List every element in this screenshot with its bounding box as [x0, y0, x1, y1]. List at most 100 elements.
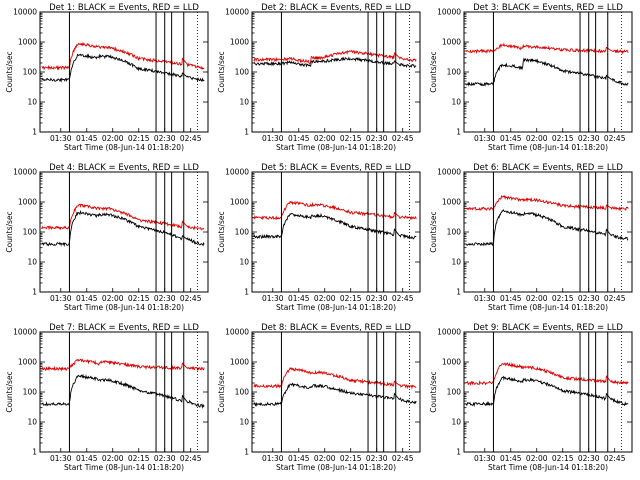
plot-frame [39, 11, 209, 133]
x-tick-label: 02:30 [366, 134, 388, 143]
x-tick-label: 01:30 [50, 454, 72, 463]
lld-series-line [465, 42, 629, 55]
x-tick-label: 01:45 [76, 134, 98, 143]
x-tick-label: 02:00 [314, 134, 336, 143]
detector-panel-6: Det 6: BLACK = Events, RED = LLD 1 10 100 10… [429, 163, 633, 312]
detector-panel-2: Det 2: BLACK = Events, RED = LLD 1 10 100 10… [217, 3, 421, 152]
lld-series-line [41, 41, 205, 71]
y-tick-label: 1 [244, 448, 249, 457]
detector-panel-9: Det 9: BLACK = Events, RED = LLD 1 10 100 10… [429, 323, 633, 472]
x-tick-label: 02:45 [180, 454, 202, 463]
x-axis-label: Start Time (08-Jun-14 01:18:20) [64, 303, 184, 312]
y-tick-label: 10 [239, 258, 249, 267]
x-tick-label: 02:45 [392, 294, 414, 303]
y-axis-label: Counts/sec [429, 371, 438, 412]
x-tick-label: 02:45 [392, 454, 414, 463]
y-tick-label: 100 [23, 228, 38, 237]
lld-series-line [41, 358, 205, 372]
x-tick-label: 02:00 [314, 454, 336, 463]
y-tick-label: 1000 [442, 198, 461, 207]
x-tick-label: 02:45 [180, 294, 202, 303]
detector-panel-4: Det 4: BLACK = Events, RED = LLD 1 10 100 10… [5, 163, 209, 312]
y-tick-label: 1 [244, 288, 249, 297]
y-tick-label: 10 [27, 258, 37, 267]
panel-title: Det 8: BLACK = Events, RED = LLD [261, 323, 411, 333]
x-tick-label: 02:30 [578, 294, 600, 303]
x-axis-label: Start Time (08-Jun-14 01:18:20) [64, 143, 184, 152]
x-tick-label: 02:15 [128, 134, 150, 143]
x-axis-label: Start Time (08-Jun-14 01:18:20) [488, 303, 608, 312]
x-tick-label: 01:30 [474, 134, 496, 143]
plot-frame [463, 331, 633, 453]
y-tick-label: 1 [456, 448, 461, 457]
y-axis-label: Counts/sec [5, 51, 14, 92]
y-tick-label: 100 [447, 388, 462, 397]
x-tick-label: 02:45 [604, 454, 626, 463]
x-tick-label: 01:30 [262, 134, 284, 143]
y-tick-label: 1 [244, 128, 249, 137]
x-tick-label: 02:15 [552, 134, 574, 143]
plot-frame [251, 11, 421, 133]
y-tick-label: 10000 [437, 8, 461, 17]
x-tick-label: 01:45 [76, 454, 98, 463]
events-series-line [465, 375, 629, 408]
x-tick-label: 01:45 [288, 294, 310, 303]
x-axis-label: Start Time (08-Jun-14 01:18:20) [276, 143, 396, 152]
y-tick-label: 1000 [230, 198, 249, 207]
x-tick-label: 02:00 [526, 454, 548, 463]
y-tick-label: 100 [447, 68, 462, 77]
y-axis-label: Counts/sec [217, 211, 226, 252]
panel-title: Det 7: BLACK = Events, RED = LLD [49, 323, 199, 333]
x-axis-label: Start Time (08-Jun-14 01:18:20) [488, 143, 608, 152]
y-tick-label: 10000 [225, 168, 249, 177]
x-tick-label: 02:00 [102, 294, 124, 303]
y-tick-label: 10000 [13, 8, 37, 17]
y-axis-label: Counts/sec [429, 51, 438, 92]
y-tick-label: 1 [456, 288, 461, 297]
y-tick-label: 1 [32, 128, 37, 137]
x-tick-label: 01:45 [76, 294, 98, 303]
x-tick-label: 01:30 [262, 454, 284, 463]
y-tick-label: 1000 [230, 38, 249, 47]
x-tick-label: 02:15 [128, 454, 150, 463]
detector-panel-5: Det 5: BLACK = Events, RED = LLD 1 10 100 10… [217, 163, 421, 312]
x-axis-label: Start Time (08-Jun-14 01:18:20) [488, 463, 608, 472]
lld-series-line [253, 49, 417, 65]
y-axis-label: Counts/sec [5, 371, 14, 412]
x-tick-label: 02:15 [340, 454, 362, 463]
x-tick-label: 02:45 [392, 134, 414, 143]
y-tick-label: 100 [447, 228, 462, 237]
x-tick-label: 01:45 [288, 134, 310, 143]
y-tick-label: 10000 [225, 8, 249, 17]
y-axis-label: Counts/sec [429, 211, 438, 252]
detector-panel-3: Det 3: BLACK = Events, RED = LLD 1 10 100 10… [429, 3, 633, 152]
plot-frame [251, 171, 421, 293]
x-tick-label: 02:00 [102, 134, 124, 143]
y-tick-label: 1000 [18, 38, 37, 47]
y-tick-label: 1 [456, 128, 461, 137]
panel-title: Det 3: BLACK = Events, RED = LLD [473, 3, 623, 13]
y-tick-label: 100 [235, 68, 250, 77]
x-axis-label: Start Time (08-Jun-14 01:18:20) [276, 303, 396, 312]
y-tick-label: 100 [23, 68, 38, 77]
events-series-line [41, 373, 205, 409]
x-axis-label: Start Time (08-Jun-14 01:18:20) [64, 463, 184, 472]
events-series-line [253, 212, 417, 240]
x-tick-label: 02:30 [366, 294, 388, 303]
x-tick-label: 01:30 [50, 134, 72, 143]
y-tick-label: 10 [451, 98, 461, 107]
x-tick-label: 01:30 [262, 294, 284, 303]
y-tick-label: 100 [235, 228, 250, 237]
x-axis-label: Start Time (08-Jun-14 01:18:20) [276, 463, 396, 472]
events-series-line [41, 210, 205, 248]
x-tick-label: 02:15 [552, 454, 574, 463]
y-tick-label: 10 [239, 418, 249, 427]
x-tick-label: 02:30 [578, 134, 600, 143]
x-tick-label: 02:00 [526, 294, 548, 303]
events-series-line [253, 56, 417, 69]
y-tick-label: 1 [32, 288, 37, 297]
plot-frame [463, 11, 633, 133]
x-tick-label: 02:30 [154, 134, 176, 143]
y-axis-label: Counts/sec [5, 211, 14, 252]
y-tick-label: 1000 [442, 38, 461, 47]
